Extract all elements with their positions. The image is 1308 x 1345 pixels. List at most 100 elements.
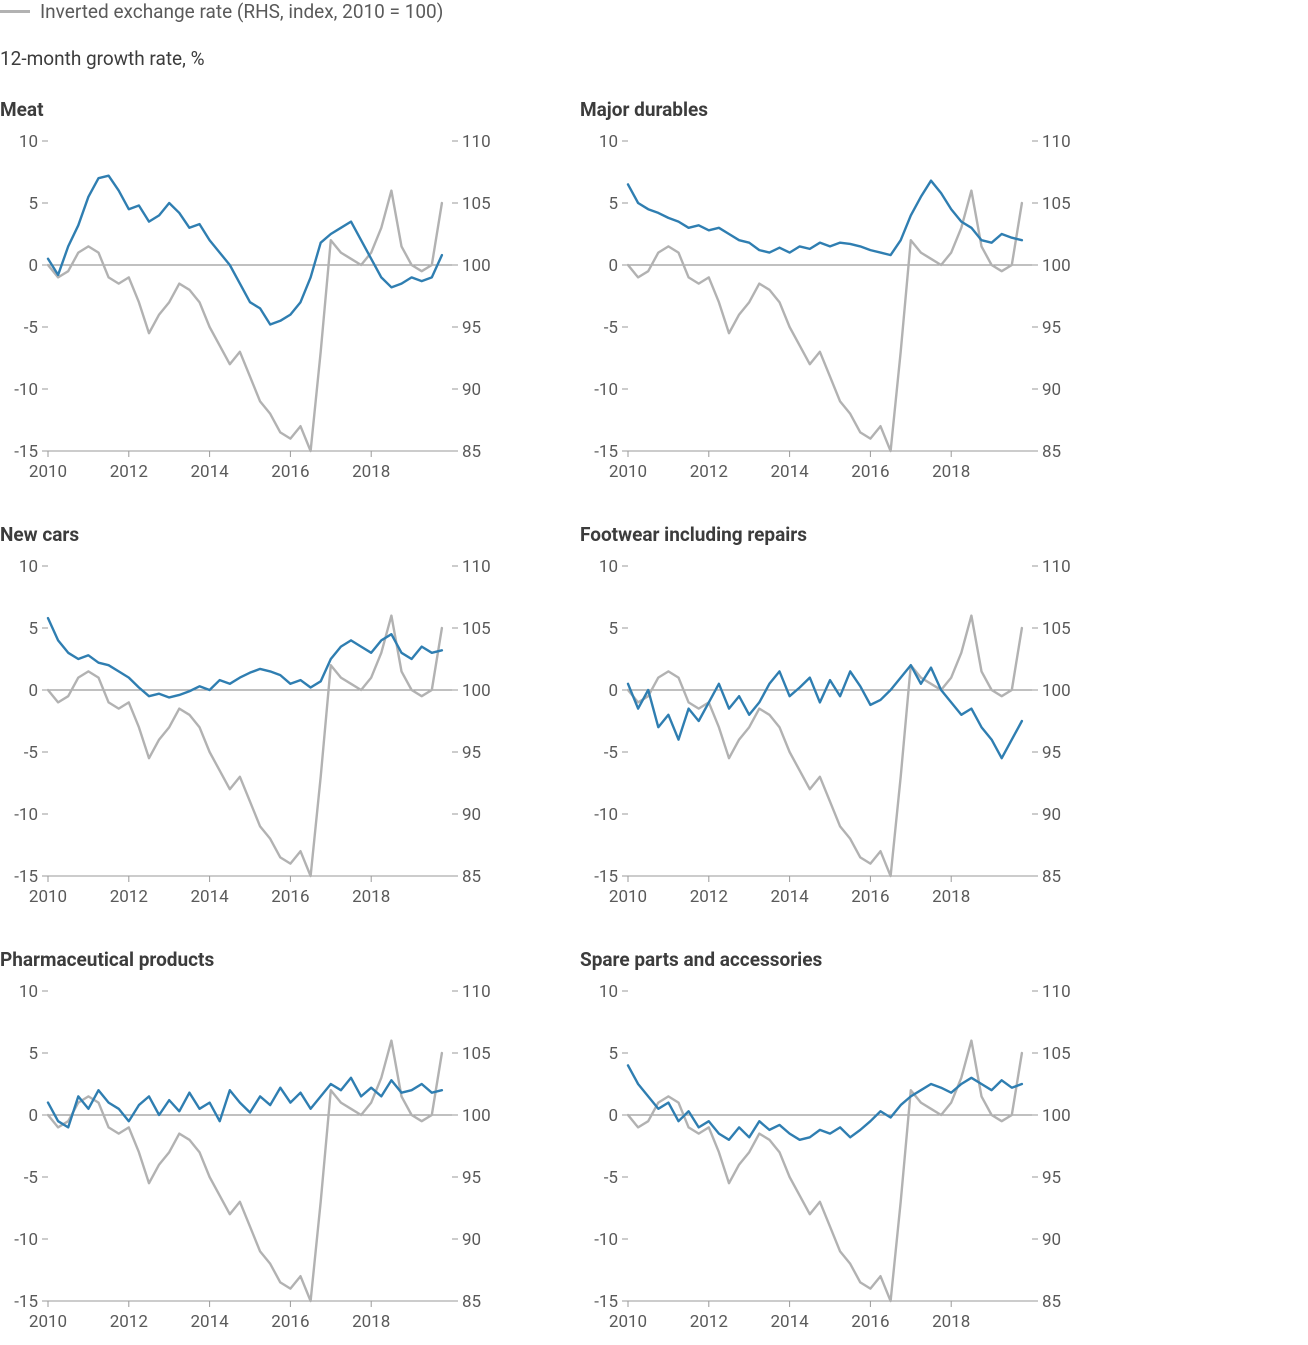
y-left-tick-label: 10 — [19, 557, 38, 577]
x-tick-label: 2010 — [609, 887, 647, 907]
legend-row: Inverted exchange rate (RHS, index, 2010… — [0, 0, 1308, 23]
y-right-tick-label: 85 — [1042, 1292, 1061, 1312]
y-right-tick-label: 85 — [1042, 867, 1061, 887]
y-left-tick-label: 10 — [599, 132, 618, 152]
chart-svg: -15-10-505108590951001051102010201220142… — [580, 131, 1080, 491]
panel-title: New cars — [0, 523, 500, 546]
chart-svg: -15-10-505108590951001051102010201220142… — [580, 981, 1080, 1341]
chart-grid: Meat-15-10-50510859095100105110201020122… — [0, 98, 1308, 1345]
x-tick-label: 2012 — [110, 887, 148, 907]
y-right-tick-label: 95 — [462, 1168, 481, 1188]
chart-panel: Pharmaceutical products-15-10-5051085909… — [0, 948, 500, 1345]
y-left-tick-label: -10 — [594, 380, 618, 400]
chart-panel: Meat-15-10-50510859095100105110201020122… — [0, 98, 500, 495]
y-right-tick-label: 85 — [462, 1292, 481, 1312]
x-tick-label: 2016 — [851, 1312, 889, 1332]
x-tick-label: 2012 — [110, 462, 148, 482]
panel-title: Pharmaceutical products — [0, 948, 500, 971]
x-tick-label: 2012 — [690, 1312, 728, 1332]
x-tick-label: 2018 — [352, 462, 390, 482]
y-left-tick-label: -15 — [14, 867, 38, 887]
y-left-tick-label: 0 — [608, 1106, 618, 1126]
y-right-tick-label: 110 — [462, 557, 491, 577]
x-tick-label: 2014 — [770, 462, 809, 482]
y-right-tick-label: 105 — [1042, 1044, 1071, 1064]
x-tick-label: 2016 — [851, 462, 889, 482]
y-right-tick-label: 105 — [462, 194, 491, 214]
x-tick-label: 2010 — [29, 887, 67, 907]
x-tick-label: 2016 — [851, 887, 889, 907]
y-left-tick-label: 0 — [28, 256, 38, 276]
y-right-tick-label: 90 — [462, 1230, 481, 1250]
legend-swatch — [0, 10, 30, 13]
y-left-tick-label: 0 — [28, 1106, 38, 1126]
chart-svg: -15-10-505108590951001051102010201220142… — [0, 981, 500, 1341]
y-right-tick-label: 110 — [1042, 982, 1071, 1002]
y-right-tick-label: 100 — [1042, 1106, 1071, 1126]
y-left-tick-label: -10 — [14, 1230, 38, 1250]
panel-title: Meat — [0, 98, 500, 121]
y-right-tick-label: 105 — [462, 1044, 491, 1064]
x-tick-label: 2010 — [29, 462, 67, 482]
x-tick-label: 2014 — [190, 887, 229, 907]
y-right-tick-label: 90 — [1042, 1230, 1061, 1250]
y-left-tick-label: 5 — [608, 194, 618, 214]
y-right-tick-label: 100 — [462, 1106, 491, 1126]
x-tick-label: 2012 — [690, 462, 728, 482]
y-right-tick-label: 95 — [1042, 743, 1061, 763]
y-right-tick-label: 110 — [1042, 557, 1071, 577]
chart-panel: Spare parts and accessories-15-10-505108… — [580, 948, 1080, 1345]
x-tick-label: 2014 — [190, 462, 229, 482]
y-right-tick-label: 90 — [1042, 380, 1061, 400]
y-right-tick-label: 105 — [1042, 194, 1071, 214]
y-left-tick-label: -5 — [604, 318, 618, 338]
y-left-tick-label: -15 — [594, 1292, 618, 1312]
chart-svg: -15-10-505108590951001051102010201220142… — [0, 556, 500, 916]
y-left-tick-label: -15 — [14, 442, 38, 462]
chart-panel: New cars-15-10-5051085909510010511020102… — [0, 523, 500, 920]
y-left-tick-label: 5 — [28, 619, 38, 639]
panel-title: Spare parts and accessories — [580, 948, 1080, 971]
chart-panel: Footwear including repairs-15-10-5051085… — [580, 523, 1080, 920]
y-left-tick-label: 10 — [599, 557, 618, 577]
y-left-tick-label: -10 — [14, 380, 38, 400]
x-tick-label: 2018 — [932, 462, 970, 482]
y-left-tick-label: -5 — [24, 1168, 38, 1188]
chart-svg: -15-10-505108590951001051102010201220142… — [580, 556, 1080, 916]
y-right-tick-label: 90 — [462, 805, 481, 825]
y-left-tick-label: 10 — [19, 132, 38, 152]
y-right-tick-label: 90 — [1042, 805, 1061, 825]
y-right-tick-label: 105 — [1042, 619, 1071, 639]
y-right-tick-label: 100 — [1042, 256, 1071, 276]
y-right-tick-label: 110 — [462, 982, 491, 1002]
y-right-tick-label: 110 — [1042, 132, 1071, 152]
y-left-tick-label: 5 — [608, 1044, 618, 1064]
y-left-tick-label: 5 — [28, 1044, 38, 1064]
legend-label: Inverted exchange rate (RHS, index, 2010… — [40, 0, 443, 23]
x-tick-label: 2018 — [932, 887, 970, 907]
subtitle: 12-month growth rate, % — [0, 47, 1308, 70]
x-tick-label: 2018 — [352, 1312, 390, 1332]
y-left-tick-label: 5 — [28, 194, 38, 214]
chart-svg: -15-10-505108590951001051102010201220142… — [0, 131, 500, 491]
y-right-tick-label: 95 — [1042, 318, 1061, 338]
y-right-tick-label: 95 — [462, 743, 481, 763]
x-tick-label: 2010 — [29, 1312, 67, 1332]
y-left-tick-label: 10 — [19, 982, 38, 1002]
y-left-tick-label: 0 — [608, 681, 618, 701]
y-left-tick-label: -5 — [604, 743, 618, 763]
x-tick-label: 2010 — [609, 462, 647, 482]
y-left-tick-label: 0 — [608, 256, 618, 276]
panel-title: Footwear including repairs — [580, 523, 1080, 546]
y-right-tick-label: 110 — [462, 132, 491, 152]
x-tick-label: 2016 — [271, 1312, 309, 1332]
y-left-tick-label: -10 — [594, 805, 618, 825]
y-right-tick-label: 95 — [462, 318, 481, 338]
y-right-tick-label: 90 — [462, 380, 481, 400]
y-right-tick-label: 100 — [462, 681, 491, 701]
y-right-tick-label: 85 — [462, 442, 481, 462]
x-tick-label: 2010 — [609, 1312, 647, 1332]
x-tick-label: 2012 — [690, 887, 728, 907]
y-left-tick-label: -5 — [604, 1168, 618, 1188]
x-tick-label: 2012 — [110, 1312, 148, 1332]
